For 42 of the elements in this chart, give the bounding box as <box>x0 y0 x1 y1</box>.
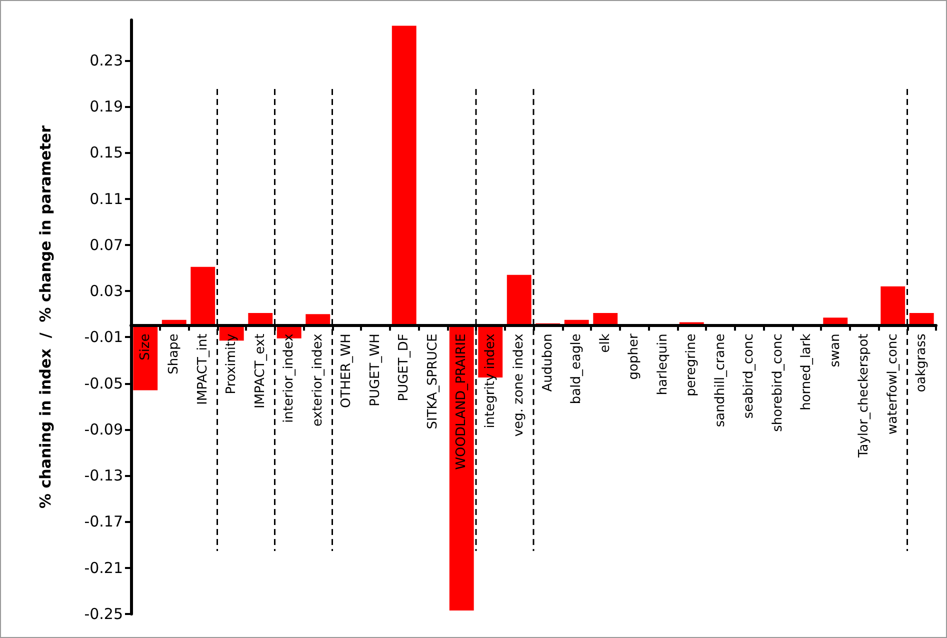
x-tick-label: IMPACT_ext <box>252 334 268 408</box>
x-tick-label: exterior_index <box>310 333 326 427</box>
x-tick-label: Size <box>138 334 153 360</box>
y-tick-label: -0.05 <box>84 374 123 392</box>
x-tick-label: bald_eagle <box>569 334 584 404</box>
x-tick-label: integrity index <box>482 333 498 428</box>
x-tick-label: WOODLAND_PRAIRIE <box>454 334 470 470</box>
x-tick-label: gopher <box>626 333 642 380</box>
x-tick-label: swan <box>828 334 843 368</box>
y-tick-label: -0.13 <box>84 466 123 485</box>
y-tick-label: 0.03 <box>90 282 123 300</box>
y-tick-label: 0.15 <box>90 144 123 162</box>
x-tick-label: elk <box>598 333 613 353</box>
x-tick-label: seabird_conc <box>742 334 757 419</box>
y-tick-label: -0.25 <box>84 605 123 623</box>
x-tick-label: sandhill_crane <box>712 334 728 428</box>
y-tick-label: 0.23 <box>90 51 123 70</box>
y-axis-title: % chaning in index / % change in parameter <box>36 124 54 508</box>
y-tick-label: -0.01 <box>84 328 123 346</box>
x-tick-label: PUGET_DF <box>396 334 412 402</box>
x-tick-label: IMPACT_int <box>195 334 210 405</box>
x-tick-label: OTHER_WH <box>339 334 354 408</box>
x-tick-label: harlequin <box>655 334 670 396</box>
x-tick-label: shorebird_conc <box>770 334 786 432</box>
x-tick-label: Proximity <box>224 333 240 394</box>
x-tick-label: veg. zone index <box>512 333 527 437</box>
x-tick-label: Taylor_checkerspot <box>856 334 872 459</box>
x-tick-label: oakgrass <box>914 333 930 392</box>
y-tick-label: 0.11 <box>90 190 123 208</box>
y-tick-label: -0.09 <box>84 420 123 438</box>
x-tick-label: interior_index <box>282 333 297 423</box>
x-tick-label: Shape <box>166 334 182 374</box>
y-tick-label: -0.21 <box>84 558 123 577</box>
x-tick-label: waterfowl_conc <box>885 334 900 434</box>
x-tick-label: PUGET_WH <box>368 334 383 406</box>
y-tick-label: -0.17 <box>84 512 123 531</box>
y-tick-label: 0.19 <box>90 98 123 116</box>
x-tick-label: horned_lark <box>799 333 814 410</box>
y-tick-label: 0.07 <box>90 236 123 254</box>
x-tick-label: SITKA_SPRUCE <box>425 334 440 430</box>
x-tick-label: Audubon <box>540 334 556 392</box>
x-tick-label: peregrine <box>684 334 700 396</box>
